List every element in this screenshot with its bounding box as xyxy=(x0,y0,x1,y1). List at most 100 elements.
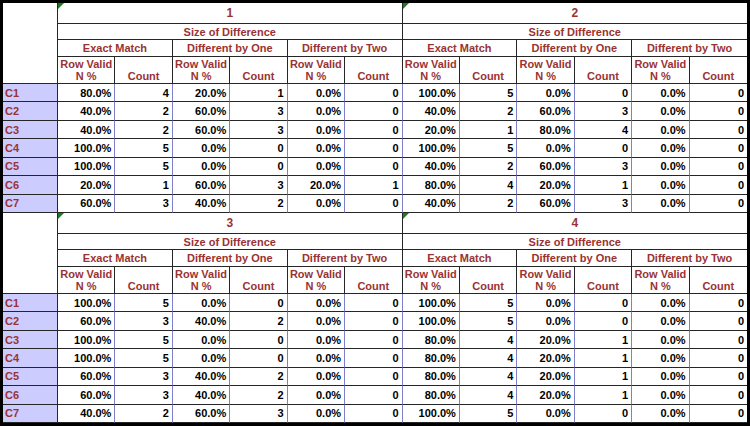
count-header-cell[interactable]: Count xyxy=(230,267,287,294)
data-cell[interactable]: 4 xyxy=(460,349,517,367)
count-header-cell[interactable]: Count xyxy=(460,267,517,294)
data-cell[interactable]: 0 xyxy=(345,294,402,312)
data-cell[interactable]: 40.0% xyxy=(58,121,115,139)
data-cell[interactable]: 3 xyxy=(230,102,287,120)
data-cell[interactable]: 100.0% xyxy=(403,312,460,330)
data-cell[interactable]: 40.0% xyxy=(173,368,230,386)
data-cell[interactable]: 20.0% xyxy=(517,386,574,404)
data-cell[interactable]: 5 xyxy=(460,139,517,157)
data-cell[interactable]: 0.0% xyxy=(632,294,689,312)
data-cell[interactable]: 1 xyxy=(575,176,632,194)
data-cell[interactable]: 0.0% xyxy=(288,158,345,176)
data-cell[interactable]: 20.0% xyxy=(288,176,345,194)
data-cell[interactable]: 20.0% xyxy=(403,121,460,139)
data-cell[interactable]: 0.0% xyxy=(632,139,689,157)
data-cell[interactable]: 60.0% xyxy=(517,158,574,176)
data-cell[interactable]: 40.0% xyxy=(58,102,115,120)
row-label-cell[interactable]: C7 xyxy=(3,405,58,423)
data-cell[interactable]: 0 xyxy=(230,349,287,367)
data-cell[interactable]: 0 xyxy=(345,158,402,176)
data-cell[interactable]: 60.0% xyxy=(517,102,574,120)
data-cell[interactable]: 100.0% xyxy=(403,84,460,102)
count-header-cell[interactable]: Count xyxy=(690,57,747,84)
data-cell[interactable]: 4 xyxy=(460,331,517,349)
count-header-cell[interactable]: Count xyxy=(575,57,632,84)
row-label-cell[interactable]: C1 xyxy=(3,294,58,312)
data-cell[interactable]: 0.0% xyxy=(288,312,345,330)
data-cell[interactable]: 0.0% xyxy=(632,158,689,176)
count-header-cell[interactable]: Count xyxy=(690,267,747,294)
data-cell[interactable]: 0 xyxy=(345,312,402,330)
group-header-cell[interactable]: Exact Match xyxy=(58,250,173,267)
data-cell[interactable]: 0.0% xyxy=(517,312,574,330)
data-cell[interactable]: 0 xyxy=(690,312,747,330)
data-cell[interactable]: 5 xyxy=(460,405,517,423)
data-cell[interactable]: 5 xyxy=(460,312,517,330)
data-cell[interactable]: 0 xyxy=(345,102,402,120)
data-cell[interactable]: 0 xyxy=(690,139,747,157)
data-cell[interactable]: 60.0% xyxy=(58,386,115,404)
group-header-cell[interactable]: Different by One xyxy=(173,40,288,57)
data-cell[interactable]: 0.0% xyxy=(288,139,345,157)
data-cell[interactable]: 0 xyxy=(575,312,632,330)
group-header-cell[interactable]: Different by One xyxy=(517,250,632,267)
row-valid-header-cell[interactable]: Row ValidN % xyxy=(632,267,689,294)
group-header-cell[interactable]: Different by One xyxy=(517,40,632,57)
data-cell[interactable]: 40.0% xyxy=(173,195,230,213)
data-cell[interactable]: 1 xyxy=(345,176,402,194)
data-cell[interactable]: 3 xyxy=(230,176,287,194)
data-cell[interactable]: 2 xyxy=(460,102,517,120)
data-cell[interactable]: 40.0% xyxy=(403,102,460,120)
data-cell[interactable]: 2 xyxy=(115,121,172,139)
count-header-cell[interactable]: Count xyxy=(345,267,402,294)
group-header-cell[interactable]: Different by Two xyxy=(632,250,747,267)
data-cell[interactable]: 100.0% xyxy=(58,139,115,157)
group-header-cell[interactable]: Different by Two xyxy=(288,250,403,267)
data-cell[interactable]: 2 xyxy=(230,312,287,330)
data-cell[interactable]: 60.0% xyxy=(58,312,115,330)
data-cell[interactable]: 0 xyxy=(345,405,402,423)
row-valid-header-cell[interactable]: Row ValidN % xyxy=(403,57,460,84)
data-cell[interactable]: 3 xyxy=(115,386,172,404)
data-cell[interactable]: 1 xyxy=(460,121,517,139)
data-cell[interactable]: 80.0% xyxy=(403,349,460,367)
data-cell[interactable]: 0.0% xyxy=(632,121,689,139)
data-cell[interactable]: 0 xyxy=(345,139,402,157)
data-cell[interactable]: 5 xyxy=(115,331,172,349)
data-cell[interactable]: 1 xyxy=(575,349,632,367)
size-of-difference-header[interactable]: Size of Difference xyxy=(58,24,403,40)
data-cell[interactable]: 2 xyxy=(115,405,172,423)
data-cell[interactable]: 0 xyxy=(690,405,747,423)
data-cell[interactable]: 0 xyxy=(690,368,747,386)
data-cell[interactable]: 0 xyxy=(230,139,287,157)
row-label-cell[interactable]: C5 xyxy=(3,368,58,386)
row-valid-header-cell[interactable]: Row ValidN % xyxy=(288,57,345,84)
data-cell[interactable]: 3 xyxy=(575,195,632,213)
table-number-cell[interactable]: 3 xyxy=(58,213,403,234)
data-cell[interactable]: 3 xyxy=(230,405,287,423)
data-cell[interactable]: 80.0% xyxy=(403,368,460,386)
data-cell[interactable]: 0 xyxy=(690,121,747,139)
data-cell[interactable]: 100.0% xyxy=(58,158,115,176)
data-cell[interactable]: 0 xyxy=(345,368,402,386)
data-cell[interactable]: 100.0% xyxy=(403,405,460,423)
row-valid-header-cell[interactable]: Row ValidN % xyxy=(58,267,115,294)
count-header-cell[interactable]: Count xyxy=(115,57,172,84)
row-label-cell[interactable]: C4 xyxy=(3,349,58,367)
data-cell[interactable]: 60.0% xyxy=(173,405,230,423)
data-cell[interactable]: 0.0% xyxy=(517,405,574,423)
data-cell[interactable]: 0.0% xyxy=(173,349,230,367)
data-cell[interactable]: 0.0% xyxy=(632,176,689,194)
data-cell[interactable]: 0 xyxy=(690,349,747,367)
data-cell[interactable]: 0.0% xyxy=(632,386,689,404)
data-cell[interactable]: 0.0% xyxy=(173,139,230,157)
row-valid-header-cell[interactable]: Row ValidN % xyxy=(173,267,230,294)
size-of-difference-header[interactable]: Size of Difference xyxy=(58,234,403,250)
data-cell[interactable]: 0 xyxy=(690,294,747,312)
group-header-cell[interactable]: Different by One xyxy=(173,250,288,267)
data-cell[interactable]: 40.0% xyxy=(403,195,460,213)
data-cell[interactable]: 0.0% xyxy=(288,349,345,367)
data-cell[interactable]: 80.0% xyxy=(517,121,574,139)
data-cell[interactable]: 80.0% xyxy=(403,176,460,194)
data-cell[interactable]: 0 xyxy=(690,195,747,213)
